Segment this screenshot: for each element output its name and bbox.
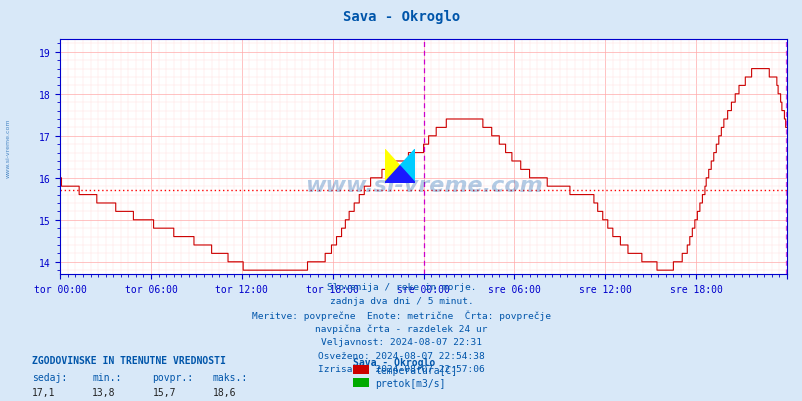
Text: 13,8: 13,8 xyxy=(92,387,115,397)
Text: ZGODOVINSKE IN TRENUTNE VREDNOSTI: ZGODOVINSKE IN TRENUTNE VREDNOSTI xyxy=(32,355,225,365)
Text: www.si-vreme.com: www.si-vreme.com xyxy=(6,119,10,178)
Text: Slovenija / reke in morje.: Slovenija / reke in morje. xyxy=(326,283,476,292)
Text: Osveženo: 2024-08-07 22:54:38: Osveženo: 2024-08-07 22:54:38 xyxy=(318,351,484,360)
Text: povpr.:: povpr.: xyxy=(152,372,193,382)
Text: -nan: -nan xyxy=(92,400,115,401)
Text: -nan: -nan xyxy=(213,400,236,401)
Text: 15,7: 15,7 xyxy=(152,387,176,397)
Text: temperatura[C]: temperatura[C] xyxy=(375,365,456,375)
Text: Sava - Okroglo: Sava - Okroglo xyxy=(353,357,435,367)
Polygon shape xyxy=(399,150,415,183)
Polygon shape xyxy=(384,150,399,183)
Text: Izrisano: 2024-08-07 22:57:06: Izrisano: 2024-08-07 22:57:06 xyxy=(318,365,484,373)
Text: www.si-vreme.com: www.si-vreme.com xyxy=(304,176,542,196)
Text: sedaj:: sedaj: xyxy=(32,372,67,382)
Text: Sava - Okroglo: Sava - Okroglo xyxy=(342,10,460,24)
Text: min.:: min.: xyxy=(92,372,122,382)
Text: 18,6: 18,6 xyxy=(213,387,236,397)
Text: Veljavnost: 2024-08-07 22:31: Veljavnost: 2024-08-07 22:31 xyxy=(321,337,481,346)
Text: Meritve: povprečne  Enote: metrične  Črta: povprečje: Meritve: povprečne Enote: metrične Črta:… xyxy=(252,310,550,320)
Text: maks.:: maks.: xyxy=(213,372,248,382)
Text: navpična črta - razdelek 24 ur: navpična črta - razdelek 24 ur xyxy=(315,324,487,333)
Text: -nan: -nan xyxy=(152,400,176,401)
Text: pretok[m3/s]: pretok[m3/s] xyxy=(375,378,445,388)
Text: -nan: -nan xyxy=(32,400,55,401)
Text: 17,1: 17,1 xyxy=(32,387,55,397)
Polygon shape xyxy=(384,166,415,183)
Text: zadnja dva dni / 5 minut.: zadnja dva dni / 5 minut. xyxy=(329,296,473,305)
